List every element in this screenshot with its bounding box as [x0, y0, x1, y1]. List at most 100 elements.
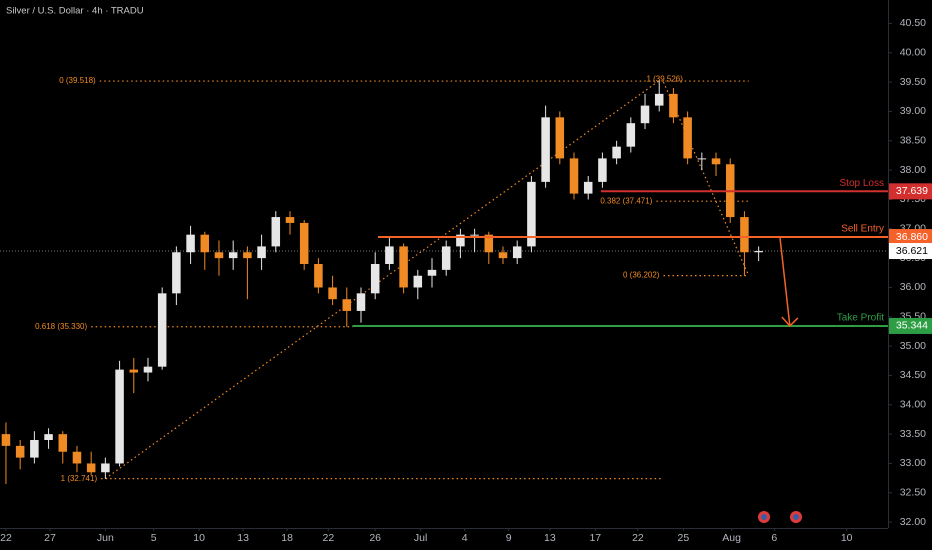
level-name: Take Profit: [837, 313, 884, 324]
candle-body: [243, 252, 252, 259]
candle-body: [342, 299, 352, 311]
x-tick-label: 22: [0, 532, 12, 544]
candle-body: [555, 117, 565, 159]
candle-body: [30, 440, 39, 458]
candle-body: [257, 246, 266, 259]
candle-body: [669, 93, 678, 118]
candle-body: [470, 234, 479, 236]
x-tick-label: Jun: [97, 532, 114, 544]
price-tag-label: 36.860: [896, 231, 928, 243]
x-tick-label: Aug: [722, 532, 741, 544]
x-tick-label: 18: [281, 532, 293, 544]
trendline: [105, 80, 660, 480]
candle-body: [15, 445, 25, 458]
candle-body: [101, 463, 110, 473]
x-tick-label: 22: [632, 532, 644, 544]
price-tag: [889, 183, 932, 200]
candle-body: [72, 451, 82, 464]
candle-body: [711, 158, 721, 165]
fib-label: 0.382 (37.471): [600, 196, 652, 205]
candle-body: [626, 123, 636, 147]
candle-body: [214, 252, 224, 259]
candle-body: [740, 217, 749, 253]
candle-body: [527, 181, 536, 247]
candle-body: [754, 251, 763, 253]
price-tag: [889, 243, 932, 260]
candle-body: [569, 158, 579, 194]
x-tick-label: 5: [151, 532, 157, 544]
y-tick-label: 38.00: [900, 164, 926, 176]
candle-body: [413, 275, 423, 288]
level-name: Stop Loss: [840, 178, 884, 189]
candle-body: [129, 369, 139, 373]
candle-body: [583, 181, 593, 194]
candle-body: [697, 158, 707, 160]
candle-body: [541, 117, 550, 182]
y-tick-label: 34.00: [900, 399, 926, 411]
candle-body: [683, 117, 692, 159]
candle-body: [498, 252, 508, 259]
candle-body: [640, 105, 650, 124]
x-tick-label: 26: [369, 532, 381, 544]
candle-body: [115, 369, 124, 464]
x-tick-label: 9: [506, 532, 512, 544]
price-tag: [889, 317, 932, 334]
candle-body: [228, 252, 238, 259]
y-tick-label: 36.00: [900, 281, 926, 293]
candle-body: [271, 217, 281, 247]
y-tick-label: 33.50: [900, 428, 926, 440]
event-icon-inner: [761, 514, 767, 520]
y-tick-label: 35.00: [900, 340, 926, 352]
y-tick-label: 38.50: [900, 135, 926, 147]
candle-body: [427, 269, 437, 276]
x-tick-label: 22: [322, 532, 334, 544]
candle-body: [157, 293, 167, 367]
candle-body: [512, 246, 522, 259]
y-tick-label: 33.00: [900, 457, 926, 469]
candle-body: [285, 217, 295, 223]
candle-body: [299, 222, 309, 264]
x-tick-label: 13: [544, 532, 556, 544]
y-tick-label: 40.50: [900, 17, 926, 29]
x-tick-label: 13: [237, 532, 249, 544]
event-icons: [758, 511, 802, 523]
y-tick-label: 39.00: [900, 105, 926, 117]
candle-body: [172, 252, 181, 294]
candle-body: [1, 434, 11, 446]
candle-body: [370, 264, 380, 294]
fib-label: 0.618 (35.330): [35, 322, 87, 331]
fib-label: 0 (39.518): [59, 76, 96, 85]
candle-body: [456, 234, 465, 247]
candle-body: [598, 158, 607, 182]
price-tag-label: 37.639: [896, 185, 928, 197]
arrow-head: [781, 316, 799, 328]
x-tick-label: 25: [678, 532, 690, 544]
x-tick-label: 17: [589, 532, 601, 544]
candle-body: [186, 234, 195, 253]
candle-body: [143, 366, 153, 373]
event-icon-inner: [793, 514, 799, 520]
fib-label: 1 (32.741): [61, 474, 98, 483]
candle-body: [441, 246, 451, 270]
y-tick-label: 39.50: [900, 76, 926, 88]
arrow-shaft: [779, 236, 791, 327]
chart-title: Silver / U.S. Dollar · 4h · TRADU: [6, 6, 144, 17]
y-tick-label: 32.00: [900, 516, 926, 528]
candle-body: [654, 93, 664, 106]
price-tag-label: 36.621: [896, 245, 928, 257]
x-tick-label: 6: [771, 532, 777, 544]
candle-body: [612, 146, 621, 159]
x-tick-label: 10: [841, 532, 853, 544]
candle-body: [328, 287, 337, 300]
fib-label: 0 (36.202): [623, 271, 660, 280]
y-tick-label: 40.00: [900, 47, 926, 59]
y-tick-label: 34.50: [900, 369, 926, 381]
candle-body: [385, 246, 394, 264]
candle-body: [86, 463, 96, 473]
x-tick-label: 27: [44, 532, 56, 544]
level-name: Sell Entry: [841, 224, 884, 235]
trendline: [662, 81, 750, 276]
y-tick-label: 32.50: [900, 487, 926, 499]
